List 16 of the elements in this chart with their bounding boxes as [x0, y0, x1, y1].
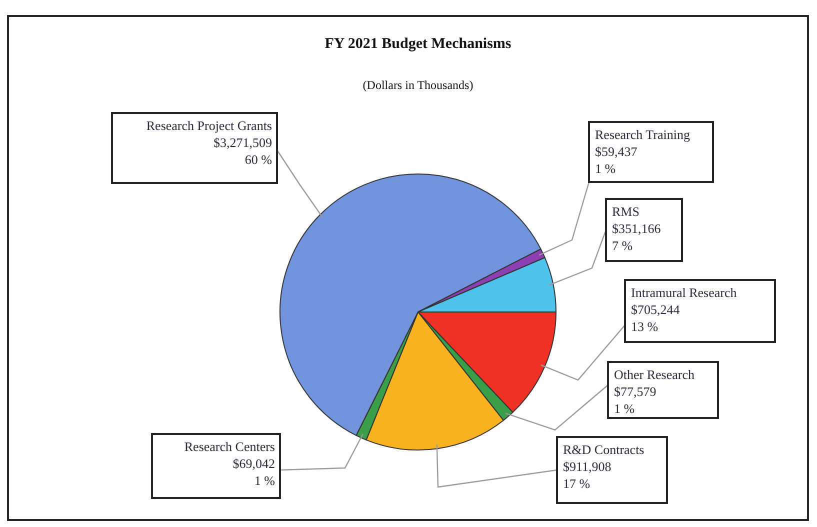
slice-label: Research Training	[595, 127, 690, 142]
data-label: $705,244 13 %	[631, 302, 680, 334]
slice-label: Intramural Research	[631, 285, 738, 300]
data-label: $911,908 17 %	[563, 459, 612, 491]
slice-label: Research Project Grants	[146, 118, 272, 133]
data-label: $69,042 1 %	[232, 456, 276, 488]
slice-label: R&D Contracts	[563, 442, 644, 457]
slice-label: Other Research	[614, 367, 695, 382]
data-label: $59,437 1 %	[595, 144, 638, 176]
slice-label: Research Centers	[184, 439, 275, 454]
data-label: $77,579 1 %	[614, 384, 656, 416]
data-label: $351,166 7 %	[612, 221, 662, 253]
slice-label: RMS	[612, 204, 640, 219]
chart-title: FY 2021 Budget Mechanisms	[324, 36, 512, 52]
data-label: $3,271,509 60 %	[214, 135, 272, 167]
chart-subtitle: (Dollars in Thousands)	[362, 78, 474, 92]
